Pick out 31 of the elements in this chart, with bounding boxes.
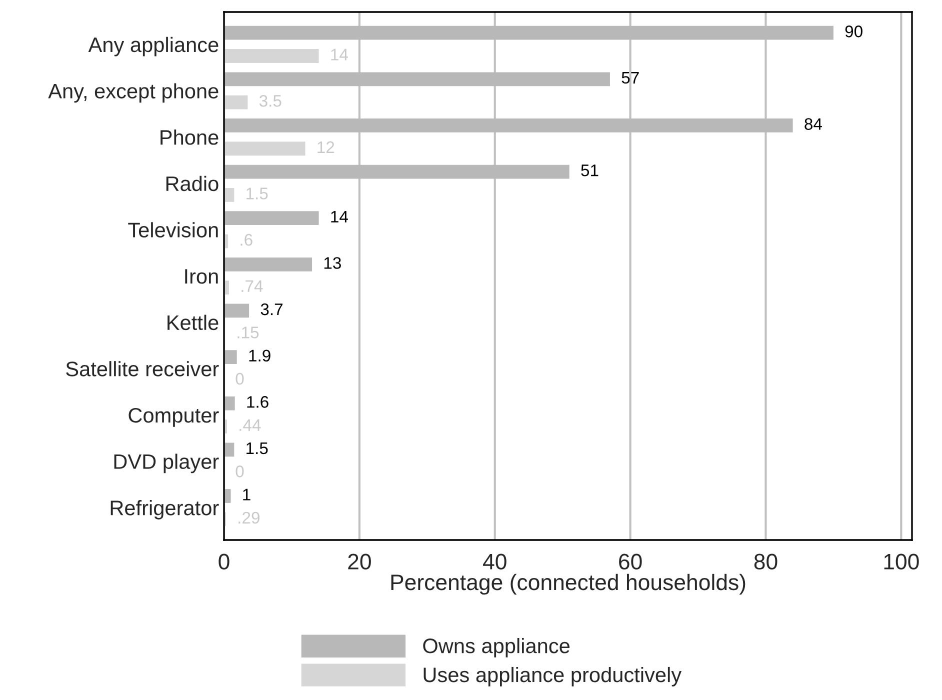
- data-label: 1: [243, 488, 250, 500]
- data-label: 84: [804, 118, 822, 130]
- x-tick-label: 40: [483, 554, 506, 570]
- x-tick-label: 20: [348, 554, 371, 570]
- data-label: 1.9: [249, 350, 270, 362]
- x-axis-title: Percentage (connected households): [391, 574, 746, 595]
- y-tick-label: DVD player: [114, 454, 219, 474]
- y-tick-label: Radio: [166, 176, 218, 192]
- y-tick-label: Refrigerator: [110, 500, 219, 520]
- y-tick-label: Kettle: [168, 314, 218, 330]
- y-tick-label: Phone: [160, 130, 218, 145]
- legend-label: Owns appliance: [423, 638, 570, 658]
- legend-label: Uses appliance productively: [424, 666, 682, 686]
- y-tick-label: Iron: [185, 269, 218, 284]
- data-label: 1.5: [246, 442, 268, 454]
- y-tick-label: Computer: [128, 408, 219, 427]
- data-label: 57: [622, 72, 639, 84]
- x-tick-label: 80: [754, 554, 778, 570]
- data-label: 1.6: [247, 396, 268, 408]
- x-tick-label: 100: [884, 554, 919, 570]
- data-label: 51: [581, 164, 598, 176]
- data-label: 90: [845, 26, 862, 38]
- data-label: 3.7: [260, 303, 282, 316]
- data-label: 14: [331, 210, 348, 222]
- x-tick-label: 60: [619, 554, 642, 570]
- x-tick-label: 0: [218, 554, 230, 570]
- y-tick-label: Any appliance: [88, 36, 218, 56]
- y-tick-label: Television: [128, 222, 218, 238]
- data-label: 13: [324, 257, 341, 269]
- y-tick-label: Satellite receiver: [66, 361, 219, 376]
- y-tick-label: Any, except phone: [48, 83, 218, 103]
